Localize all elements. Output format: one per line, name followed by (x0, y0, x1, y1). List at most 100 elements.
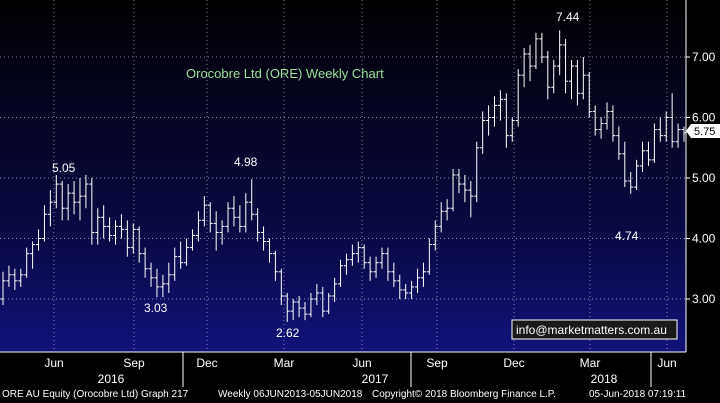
ohlc-bar (136, 226, 142, 263)
ohlc-bar (373, 256, 379, 278)
ohlc-bar (403, 283, 409, 299)
x-month-label: Dec (503, 356, 524, 370)
ohlc-bar (118, 214, 124, 239)
footer-timestamp: 05-Jun-2018 07:19:11 (589, 389, 687, 400)
ohlc-bar (397, 274, 403, 299)
ohlc-bar (12, 268, 18, 290)
ohlc-bar (444, 199, 450, 221)
ohlc-bar (308, 292, 314, 318)
x-axis: Jun Sep Dec Mar Jun Sep Dec Mar Jun 2016 2017 2018 (0, 351, 686, 387)
ohlc-bar (189, 229, 195, 251)
ohlc-bar (663, 111, 669, 142)
ohlc-bar (539, 32, 545, 64)
ohlc-bar (219, 220, 225, 245)
contact-box[interactable]: info@marketmatters.com.au (511, 319, 678, 340)
ohlc-bar (266, 238, 272, 263)
y-tick-label: 4.00 (692, 232, 716, 246)
ohlc-bar (255, 208, 261, 242)
ohlc-bar (326, 292, 332, 315)
ohlc-bar (207, 202, 213, 233)
ohlc-bar (557, 30, 563, 76)
ohlc-bar (486, 105, 492, 136)
ohlc-bar (95, 208, 101, 245)
x-year-label: 2017 (362, 372, 389, 386)
ohlc-bar (568, 60, 574, 100)
ohlc-bar (172, 247, 178, 281)
ohlc-bar (456, 168, 462, 194)
annotations: 5.05 3.03 4.98 2.62 7.44 4.74 (52, 10, 639, 340)
x-year-label: 2016 (98, 372, 125, 386)
ohlc-bar (521, 47, 527, 88)
ohlc-bar (492, 96, 498, 127)
ohlc-bar (462, 174, 468, 203)
ohlc-bar (154, 268, 160, 298)
ohlc-bar (36, 229, 42, 251)
ohlc-bar (361, 244, 367, 269)
ohlc-bar (107, 217, 113, 242)
ohlc-bar (598, 117, 604, 139)
ohlc-bar (409, 280, 415, 299)
ohlc-bar (420, 262, 426, 287)
ohlc-bar (503, 93, 509, 148)
ohlc-bar (343, 253, 349, 275)
ohlc-bar (415, 268, 421, 293)
last-price-label: 5.75 (694, 126, 715, 138)
ohlc-bar (148, 262, 154, 287)
ohlc-bar (83, 174, 89, 209)
ohlc-bar (6, 265, 12, 287)
ohlc-bar (213, 211, 219, 251)
price-annotation: 7.44 (556, 10, 580, 24)
time-axis-background (0, 352, 686, 387)
ohlc-bar (290, 299, 296, 321)
price-annotation: 5.05 (52, 161, 76, 175)
axis-background (686, 0, 720, 387)
price-annotation: 2.62 (276, 326, 300, 340)
ohlc-bar (349, 244, 355, 266)
ohlc-bar (545, 50, 551, 100)
ohlc-bar (302, 302, 308, 321)
ohlc-bar (142, 247, 148, 278)
ohlc-bar (101, 205, 107, 239)
ohlc-bar (586, 72, 592, 118)
ohlc-bar (130, 223, 136, 254)
chart-title: Orocobre Ltd (ORE) Weekly Chart (186, 66, 384, 81)
ohlc-bar (261, 226, 267, 251)
ohlc-bar (166, 262, 172, 293)
ohlc-bar (113, 220, 119, 245)
ohlc-bar (225, 202, 231, 233)
ohlc-bar (65, 184, 71, 221)
price-chart: 3.00 4.00 5.00 6.00 7.00 Jun Sep Dec Mar Jun Sep D… (0, 0, 720, 387)
ohlc-bar (533, 32, 539, 70)
ohlc-bar (178, 241, 184, 269)
ohlc-bar (296, 295, 302, 318)
price-annotation: 4.98 (234, 155, 258, 169)
footer-security: ORE AU Equity (Orocobre Ltd) Graph 217 (2, 389, 189, 400)
y-axis: 3.00 4.00 5.00 6.00 7.00 (685, 0, 716, 352)
ohlc-bar (497, 90, 503, 121)
ohlc-bar (272, 250, 278, 281)
ohlc-bar (249, 179, 255, 221)
y-tick-label: 7.00 (692, 50, 716, 64)
ohlc-bar (527, 44, 533, 82)
ohlc-bar (432, 220, 438, 251)
ohlc-bar (385, 247, 391, 281)
x-month-label: Jun (657, 356, 676, 370)
ohlc-bar (237, 205, 243, 233)
ohlc-bar (367, 256, 373, 281)
ohlc-bar (0, 271, 6, 306)
price-annotation: 3.03 (144, 301, 168, 315)
y-tick-label: 3.00 (692, 292, 716, 306)
x-month-label: Mar (580, 356, 601, 370)
ohlc-bar (592, 105, 598, 136)
ohlc-bar (640, 141, 646, 172)
ohlc-bar (645, 141, 651, 166)
ohlc-bar (580, 57, 586, 100)
x-year-label: 2018 (591, 372, 618, 386)
ohlc-bar (634, 159, 640, 191)
ohlc-bar (338, 259, 344, 287)
ohlc-bar (616, 126, 622, 160)
y-tick-label: 5.00 (692, 171, 716, 185)
ohlc-bar (160, 274, 166, 298)
ohlc-bar (53, 174, 59, 209)
ohlc-bar (604, 102, 610, 130)
